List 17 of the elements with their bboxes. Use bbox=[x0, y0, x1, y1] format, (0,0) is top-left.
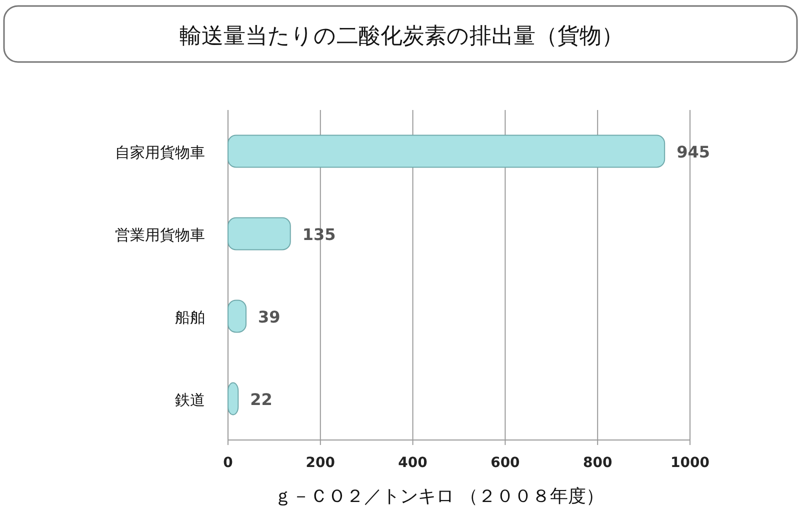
chart-title: 輸送量当たりの二酸化炭素の排出量（貨物） bbox=[180, 24, 624, 49]
bar bbox=[228, 300, 247, 333]
x-axis-title: ｇ－ＣＯ２／トンキロ （２００８年度） bbox=[274, 486, 604, 507]
y-tick-label: 鉄道 bbox=[175, 390, 205, 409]
x-tick-label: 600 bbox=[490, 455, 520, 471]
x-tick-label: 200 bbox=[306, 455, 336, 471]
x-tick-label: 400 bbox=[398, 455, 428, 471]
data-label: 22 bbox=[250, 390, 272, 409]
x-tick-label: 800 bbox=[582, 455, 612, 471]
y-tick-label: 船舶 bbox=[175, 308, 205, 326]
y-tick-label: 営業用貨物車 bbox=[115, 226, 205, 244]
y-tick-label: 自家用貨物車 bbox=[115, 143, 205, 162]
bar bbox=[228, 217, 291, 250]
x-tick-label: 0 bbox=[223, 455, 234, 471]
x-tick-label: 1000 bbox=[670, 455, 710, 471]
data-label: 39 bbox=[258, 307, 280, 326]
bar bbox=[228, 134, 666, 168]
